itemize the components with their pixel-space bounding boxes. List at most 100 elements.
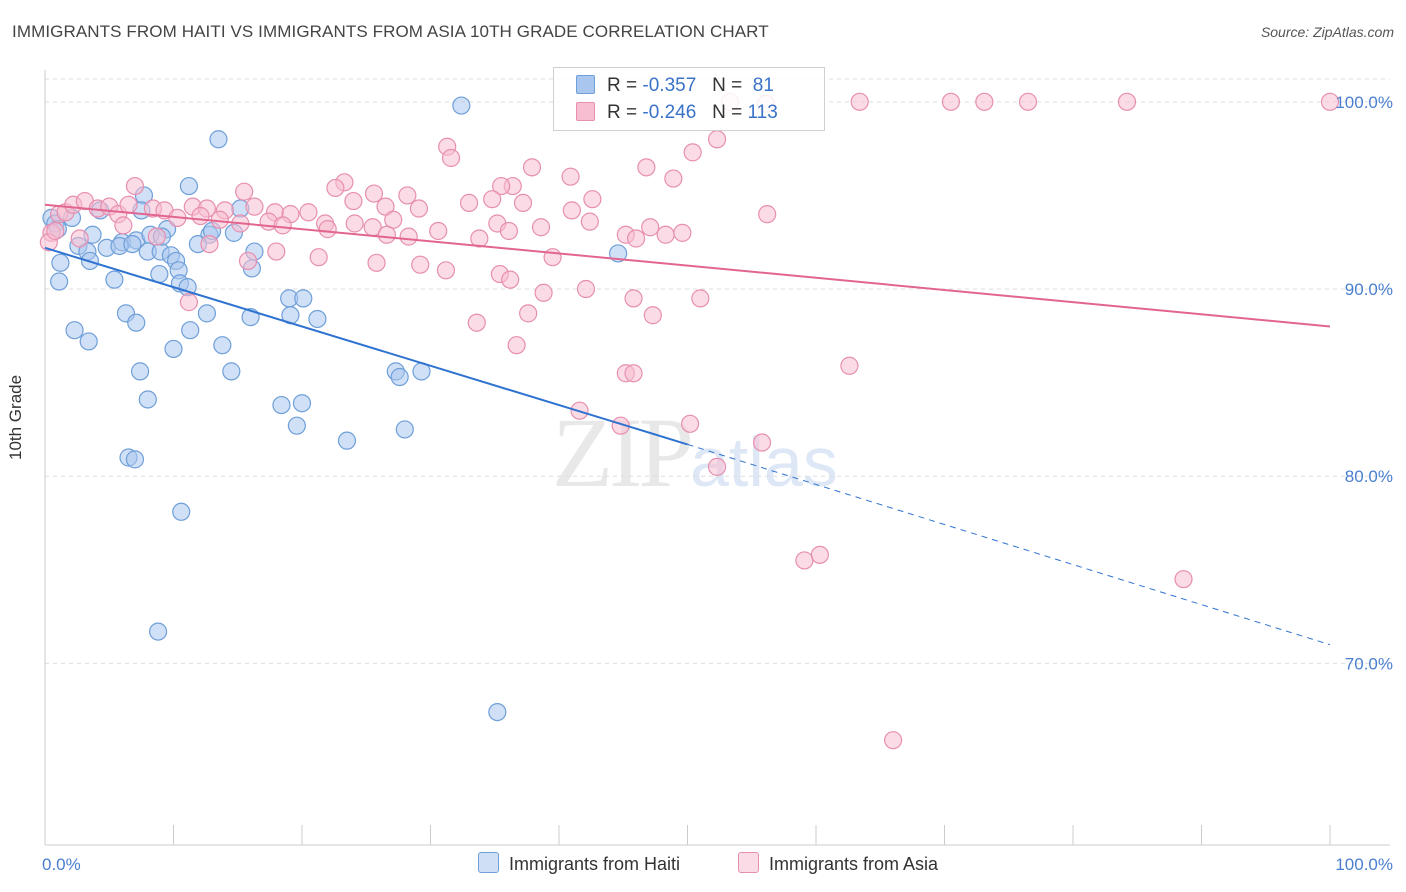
asia-point [795, 551, 814, 570]
asia-point [664, 169, 683, 188]
haiti-point [79, 332, 98, 351]
data-points [39, 92, 1340, 750]
asia-point [125, 176, 145, 196]
asia-point [384, 210, 403, 229]
haiti-point [50, 272, 69, 291]
trend-lines [44, 203, 1331, 646]
legend-r-value: -0.246 [642, 102, 697, 123]
y-tick-label: 100.0% [1335, 93, 1393, 112]
haiti-point [51, 253, 70, 272]
asia-point [501, 270, 520, 289]
haiti-point [287, 416, 306, 435]
x-tick-label: 100.0% [1335, 855, 1393, 874]
asia-point [299, 203, 318, 222]
series-legend-label: Immigrants from Asia [769, 854, 939, 874]
asia-point [492, 176, 511, 196]
asia-point [46, 221, 65, 241]
haiti-point [452, 96, 471, 115]
asia-point [344, 191, 363, 211]
asia-point [377, 225, 396, 244]
asia-point [399, 227, 418, 246]
asia-point [200, 234, 219, 254]
asia-point [656, 225, 675, 244]
series-swatch-haiti [478, 852, 499, 873]
legend-n-label: N = [712, 75, 743, 96]
y-tick-label: 90.0% [1345, 280, 1393, 299]
asia-point [531, 218, 551, 237]
asia-point [941, 92, 961, 111]
asia-point [114, 216, 133, 235]
asia-point [429, 221, 448, 241]
asia-point [436, 261, 456, 280]
haiti-point [181, 321, 200, 340]
legend-r-label: R = [607, 102, 638, 123]
haiti-trend-line [44, 246, 688, 446]
asia-point [1117, 92, 1137, 111]
asia-point [810, 545, 829, 564]
asia-point [519, 304, 538, 323]
asia-point [576, 279, 596, 299]
watermark: ZIPatlas [552, 395, 838, 510]
asia-point [119, 195, 138, 214]
asia-point [1174, 570, 1193, 589]
chart-title: IMMIGRANTS FROM HAITI VS IMMIGRANTS FROM… [12, 22, 769, 41]
asia-point [245, 197, 264, 216]
asia-point [626, 229, 646, 248]
asia-point [467, 313, 486, 332]
asia-point [1018, 92, 1038, 111]
asia-point [507, 336, 526, 355]
asia-point [637, 158, 656, 177]
asia-point [345, 214, 364, 233]
asia-point [513, 193, 533, 213]
asia-point [643, 306, 662, 325]
asia-point [409, 199, 429, 218]
legend-swatch-asia [576, 102, 595, 121]
legend-swatch-haiti [576, 75, 595, 94]
haiti-point [488, 702, 507, 722]
asia-point [624, 289, 643, 308]
asia-point [883, 731, 903, 750]
haiti-point [138, 390, 157, 409]
y-tick-label: 70.0% [1345, 654, 1393, 673]
asia-point [441, 148, 461, 168]
haiti-point [213, 336, 232, 355]
asia-point [459, 193, 479, 213]
asia-point [850, 92, 869, 111]
x-tick-label: 0.0% [42, 855, 81, 874]
asia-point [318, 220, 337, 239]
asia-point [470, 229, 489, 248]
asia-point [707, 130, 727, 149]
asia-point [398, 186, 417, 205]
asia-point [1320, 92, 1340, 111]
asia-point [499, 221, 518, 241]
asia-point [210, 210, 229, 229]
asia-point [411, 255, 430, 274]
tick-labels: 70.0% 80.0% 90.0% 100.0% 0.0% 100.0% [42, 93, 1393, 874]
asia-point [752, 433, 772, 452]
asia-point [583, 190, 602, 209]
asia-point [543, 248, 562, 267]
series-legend-haiti: Immigrants from Haiti [478, 852, 680, 875]
y-tick-label: 80.0% [1345, 467, 1393, 486]
series-legend-asia: Immigrants from Asia [738, 852, 938, 875]
legend-row-asia: R = -0.246 N = 113 [576, 100, 778, 126]
legend-n-label: N = [712, 102, 743, 123]
haiti-trend-extension [687, 443, 1331, 646]
haiti-point [172, 502, 191, 521]
axes [44, 70, 1390, 846]
asia-point [273, 216, 292, 235]
legend-n-value: 113 [747, 102, 778, 123]
asia-point [367, 253, 386, 272]
asia-point [975, 92, 994, 111]
asia-point [691, 289, 710, 308]
asia-point [235, 182, 254, 201]
haiti-point [148, 622, 168, 641]
legend-n-value: 81 [752, 75, 774, 96]
asia-point [580, 212, 599, 231]
source-note: Source: ZipAtlas.com [1260, 24, 1394, 40]
haiti-point [272, 395, 291, 415]
haiti-point [130, 362, 150, 381]
asia-point [641, 218, 660, 237]
haiti-point [125, 450, 145, 469]
